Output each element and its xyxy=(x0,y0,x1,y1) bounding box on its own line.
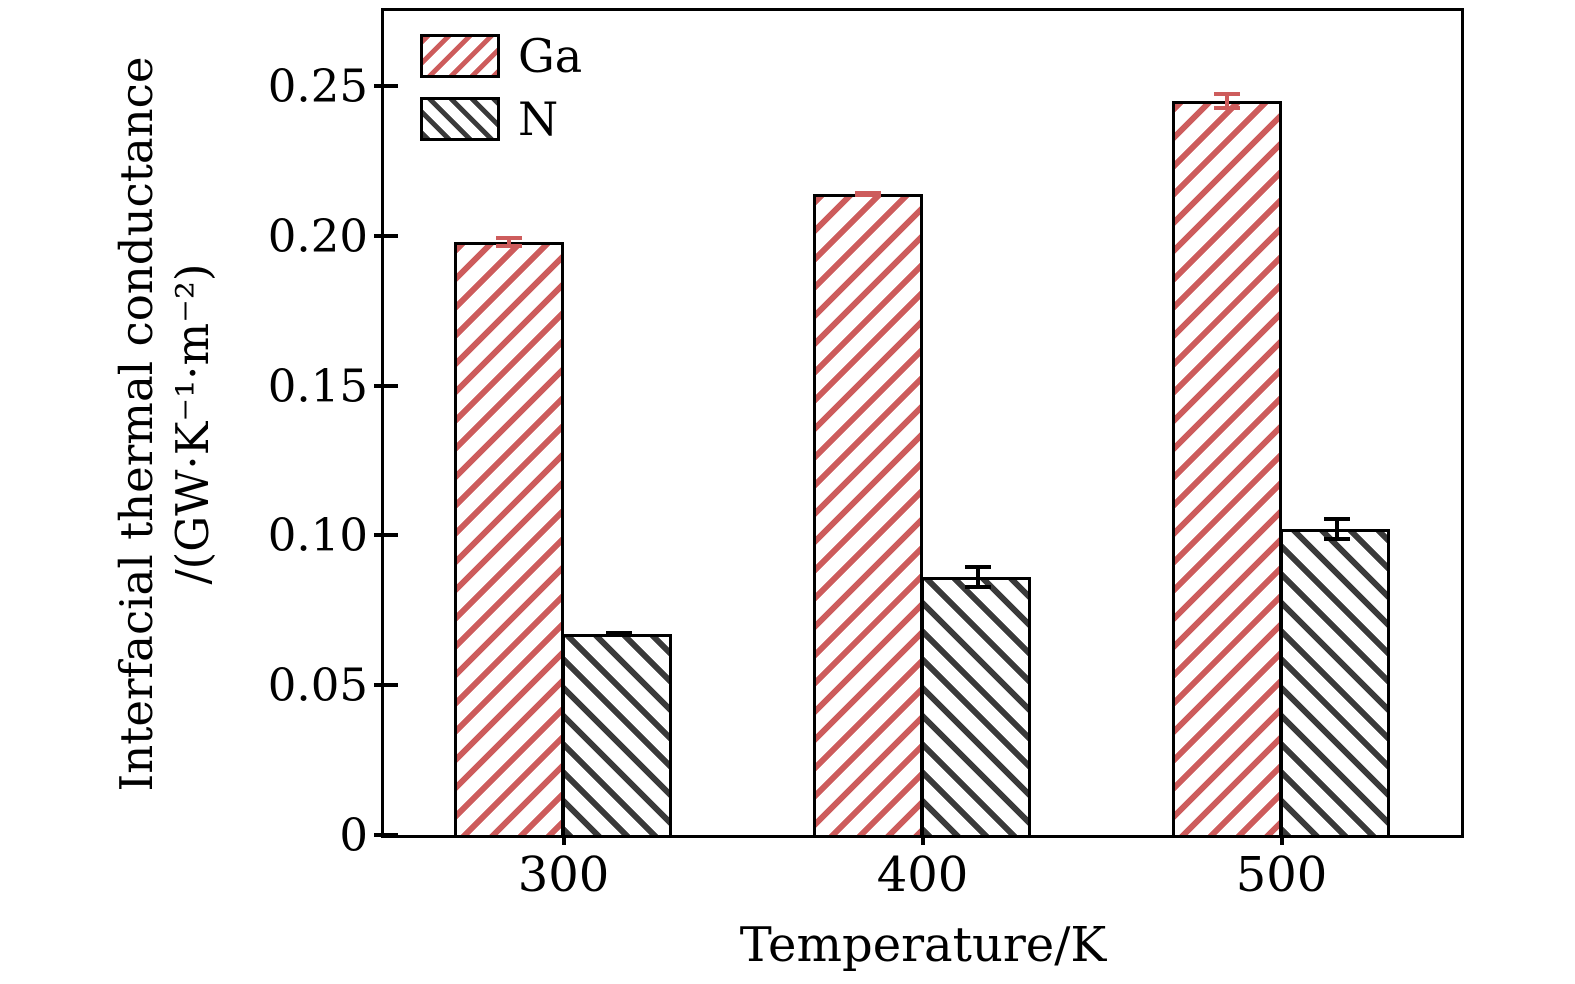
y-tick-label-0.20: 0.20 xyxy=(267,209,368,263)
error-bar-n-400 xyxy=(964,565,991,590)
y-tick-label-0.05: 0.05 xyxy=(267,658,368,712)
error-bar-stem xyxy=(975,565,980,590)
error-bar-stem xyxy=(1224,91,1229,110)
y-tick-0.25 xyxy=(374,83,398,88)
x-tick-label-400: 400 xyxy=(876,847,969,903)
y-tick-0.15 xyxy=(374,383,398,388)
error-bar-cap-bottom xyxy=(1323,537,1350,542)
y-tick-label-0.15: 0.15 xyxy=(267,359,368,413)
error-bar-cap-bottom xyxy=(495,243,522,248)
bar-n-300 xyxy=(561,634,672,835)
legend-entry-ga: Ga xyxy=(420,33,582,79)
error-bar-n-300 xyxy=(605,631,632,638)
error-bar-cap-bottom xyxy=(605,633,632,638)
x-tick-400 xyxy=(920,838,925,845)
bar-n-400 xyxy=(920,577,1031,835)
bar-ga-500 xyxy=(1171,100,1282,835)
y-tick-label-0: 0 xyxy=(339,808,368,862)
error-bar-ga-500 xyxy=(1213,91,1240,110)
error-bar-cap-bottom xyxy=(1213,105,1240,110)
x-tick-label-500: 500 xyxy=(1235,847,1328,903)
y-tick-label-0.25: 0.25 xyxy=(267,59,368,113)
legend-swatch-ga-hatch xyxy=(420,34,500,78)
y-axis-title-line2: /(GW·K⁻¹·m⁻²) xyxy=(166,263,219,585)
bar-ga-400 xyxy=(812,193,923,835)
error-bar-ga-400 xyxy=(854,190,881,197)
legend: Ga N xyxy=(420,33,582,159)
plot-area: Ga N 0 0.05 0.10 0.15 0.20 0.25 300 400 500 xyxy=(268,8,1464,903)
error-bar-n-500 xyxy=(1323,517,1350,542)
error-bar-stem xyxy=(506,235,511,248)
error-bar-cap-bottom xyxy=(854,192,881,197)
legend-label-ga: Ga xyxy=(518,29,583,83)
y-tick-0.20 xyxy=(374,233,398,238)
x-axis-title: Temperature/K xyxy=(739,917,1107,973)
y-tick-label-0.10: 0.10 xyxy=(267,508,368,562)
y-tick-0.05 xyxy=(374,683,398,688)
error-bar-stem xyxy=(1334,517,1339,542)
error-bar-cap-bottom xyxy=(964,585,991,590)
error-bar-ga-300 xyxy=(495,235,522,248)
legend-label-n: N xyxy=(518,92,559,146)
y-tick-0 xyxy=(374,833,398,837)
y-axis-title-line1: Interfacial thermal conductance xyxy=(110,56,163,792)
bar-n-500 xyxy=(1279,529,1390,835)
x-tick-label-300: 300 xyxy=(517,847,610,903)
x-tick-300 xyxy=(561,838,566,845)
legend-swatch-n-hatch xyxy=(420,97,500,141)
y-axis-title: Interfacial thermal conductance /(GW·K⁻¹… xyxy=(109,57,221,792)
y-tick-0.10 xyxy=(374,533,398,538)
legend-entry-n: N xyxy=(420,96,582,142)
bar-ga-300 xyxy=(453,241,564,835)
x-tick-500 xyxy=(1279,838,1284,845)
